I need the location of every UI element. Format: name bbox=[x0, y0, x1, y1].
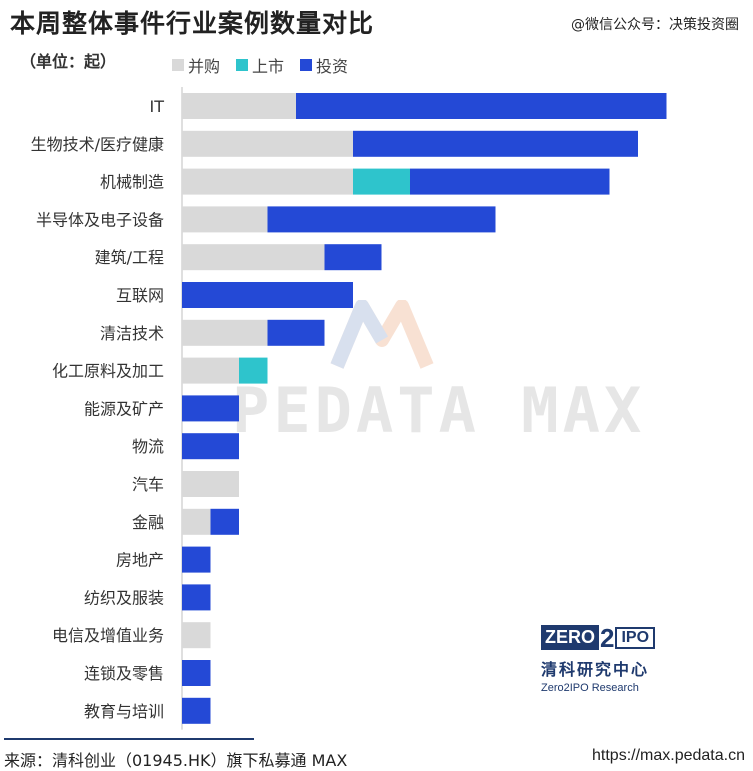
wechat-credit: @微信公众号：决策投资圈 bbox=[571, 17, 739, 33]
legend-swatch-investment bbox=[300, 59, 313, 71]
category-label: IT bbox=[150, 97, 165, 116]
zero2ipo-logo: ZERO 2 IPO 清科研究中心 Zero2IPO Research bbox=[541, 625, 666, 694]
logo-english-name: Zero2IPO Research bbox=[541, 682, 639, 694]
bar-segment bbox=[324, 244, 382, 271]
category-label: 金融 bbox=[132, 513, 164, 532]
logo-zero: ZERO bbox=[541, 625, 600, 650]
category-label: 互联网 bbox=[116, 286, 164, 305]
bar-segment bbox=[182, 584, 211, 611]
category-label: 能源及矿产 bbox=[84, 399, 164, 418]
logo-chinese-name: 清科研究中心 bbox=[541, 660, 650, 679]
category-label: 房地产 bbox=[116, 551, 164, 570]
bar-segment bbox=[239, 357, 268, 384]
bar-segment bbox=[182, 697, 211, 724]
legend-label-investment: 投资 bbox=[316, 57, 349, 76]
bar-segment bbox=[267, 319, 325, 346]
bar-segment bbox=[182, 206, 268, 233]
category-label: 教育与培训 bbox=[84, 702, 164, 721]
logo-ipo: IPO bbox=[615, 626, 656, 649]
legend-label-acquisition: 并购 bbox=[188, 57, 221, 76]
legend-item-acquisition: 并购 bbox=[172, 53, 220, 77]
bar-chart: IT 生物技术/医疗健康机械制造半导体及电子设备建筑/工程互联网清洁技术化工原料及… bbox=[31, 87, 667, 730]
category-label: 生物技术/医疗健康 bbox=[31, 135, 164, 154]
category-label: 连锁及零售 bbox=[84, 664, 164, 683]
bar-segment bbox=[182, 130, 353, 157]
bar-segment bbox=[182, 319, 268, 346]
bar-segment bbox=[182, 93, 296, 119]
category-label: 电信及增值业务 bbox=[52, 626, 164, 645]
category-label: 化工原料及加工 bbox=[52, 362, 164, 381]
source-note: 来源：清科创业（01945.HK）旗下私募通 MAX bbox=[4, 751, 348, 770]
bar-segment bbox=[353, 130, 638, 157]
category-label: 建筑/工程 bbox=[95, 248, 164, 267]
footer-divider bbox=[4, 738, 254, 740]
category-label: 机械制造 bbox=[100, 173, 164, 192]
bar-segment bbox=[182, 508, 211, 535]
bar-segment bbox=[182, 546, 211, 573]
category-label: 清洁技术 bbox=[100, 324, 164, 343]
unit-label: （单位：起） bbox=[20, 52, 117, 71]
bar-segment bbox=[296, 93, 667, 119]
category-label: 纺织及服装 bbox=[84, 588, 164, 607]
source-url[interactable]: https://max.pedata.cn bbox=[592, 747, 745, 764]
category-label: 汽车 bbox=[132, 475, 164, 494]
category-label: 半导体及电子设备 bbox=[36, 210, 164, 229]
chart-title: 本周整体事件行业案例数量对比 bbox=[10, 9, 375, 38]
bar-segment bbox=[182, 357, 239, 384]
bar-segment bbox=[182, 168, 353, 195]
bar-segment bbox=[182, 395, 239, 422]
bar-segment bbox=[210, 508, 239, 535]
bar-segment bbox=[182, 660, 211, 686]
logo-two: 2 bbox=[600, 622, 615, 653]
legend-swatch-listing bbox=[236, 59, 249, 71]
bar-segment bbox=[267, 206, 496, 233]
bar-segment bbox=[182, 622, 211, 649]
bar-segment bbox=[353, 168, 410, 195]
category-label: 物流 bbox=[132, 437, 164, 456]
legend-item-listing: 上市 bbox=[236, 53, 284, 77]
bar-segment bbox=[410, 168, 610, 195]
bar-segment bbox=[182, 471, 239, 497]
legend-swatch-acquisition bbox=[172, 59, 184, 71]
chart-legend: 并购 上市 投资 bbox=[172, 53, 364, 77]
bar-segment bbox=[182, 282, 353, 308]
legend-label-listing: 上市 bbox=[252, 57, 285, 76]
bar-segment bbox=[182, 433, 239, 460]
bar-segment bbox=[182, 244, 325, 271]
legend-item-investment: 投资 bbox=[300, 53, 348, 77]
